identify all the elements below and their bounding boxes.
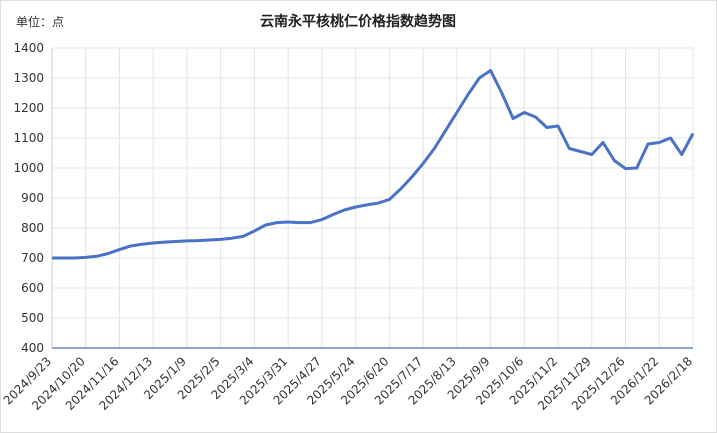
unit-label: 单位：点 <box>16 14 64 29</box>
y-tick-label: 900 <box>21 191 44 205</box>
chart-title: 云南永平核桃仁价格指数趋势图 <box>260 13 456 30</box>
y-tick-label: 1100 <box>13 131 44 145</box>
y-tick-label: 800 <box>21 221 44 235</box>
y-tick-label: 1400 <box>13 41 44 55</box>
y-tick-label: 1300 <box>13 71 44 85</box>
y-tick-label: 500 <box>21 311 44 325</box>
y-tick-label: 600 <box>21 281 44 295</box>
y-tick-label: 1000 <box>13 161 44 175</box>
y-tick-label: 1200 <box>13 101 44 115</box>
line <box>52 69 695 260</box>
y-tick-label: 700 <box>21 251 44 265</box>
y-tick-label: 400 <box>21 341 44 355</box>
